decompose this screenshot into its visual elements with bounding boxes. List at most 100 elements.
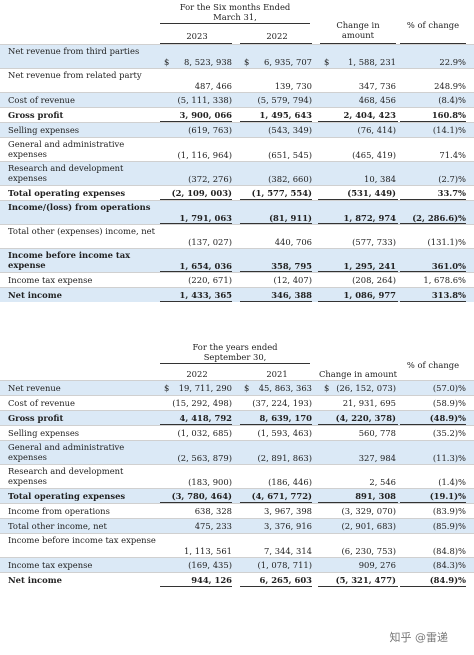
value-current: 1, 791, 063 <box>179 213 232 223</box>
value-pct-change: (19.1)% <box>429 491 466 501</box>
value-current: 475, 233 <box>194 521 232 531</box>
pct-header: % of change <box>406 20 460 30</box>
table-row: Total operating expenses (3, 780, 464) (4,… <box>0 488 474 503</box>
value-prior: 6, 265, 603 <box>259 575 312 585</box>
row-label: Net income <box>8 290 62 300</box>
table-row: Net income 944, 126 6, 265, 603 (5, 321, 47… <box>0 572 474 587</box>
value-current: 487, 466 <box>194 81 232 91</box>
value-prior: 1, 495, 643 <box>259 110 312 120</box>
value-change: 2, 404, 423 <box>343 110 396 120</box>
value-current: (1, 116, 964) <box>177 150 232 160</box>
value-pct-change: (131.1)% <box>427 237 466 247</box>
value-current: 1, 113, 561 <box>184 546 232 556</box>
period-header: For the years ended <box>192 342 278 352</box>
value-change: 560, 778 <box>358 428 396 438</box>
value-current: (3, 780, 464) <box>171 491 232 501</box>
value-current: (1, 032, 685) <box>177 428 232 438</box>
table-row: Income tax expense (220, 671) (12, 407) (20… <box>0 272 474 287</box>
value-current: (183, 900) <box>188 477 232 487</box>
value-pct-change: 248.9% <box>434 81 466 91</box>
value-pct-change: 33.7% <box>437 188 466 198</box>
value-pct-change: (14.1)% <box>432 125 466 135</box>
value-pct-change: 1, 678.6% <box>423 275 466 285</box>
table-row: Cost of revenue (15, 292, 498) (37, 224, 1… <box>0 395 474 410</box>
value-pct-change: (2, 286.6)% <box>412 213 466 223</box>
change-header: Change in amount <box>318 369 398 379</box>
row-label: Gross profit <box>8 110 64 120</box>
value-change: 1, 086, 977 <box>343 290 396 300</box>
value-pct-change: (48.9)% <box>429 413 466 423</box>
value-pct-change: 22.9% <box>439 57 466 67</box>
value-change: 10, 384 <box>364 174 396 184</box>
value-current: 19, 711, 290 <box>178 383 232 393</box>
row-label: Income before income tax expense <box>8 250 131 270</box>
row-label: Net revenue from third parties <box>8 46 140 56</box>
fiscal-years-income-table: For the years ended September 30, % of c… <box>0 340 474 587</box>
value-pct-change: (83.9)% <box>432 506 466 516</box>
table-header: For the Six months Ended March 31, Chang… <box>0 0 474 44</box>
value-current: (137, 027) <box>188 237 232 247</box>
value-change: (577, 733) <box>352 237 396 247</box>
row-label: Net revenue from related party <box>8 70 142 80</box>
table-header: For the years ended September 30, % of c… <box>0 340 474 381</box>
table-row: Net revenue from related party 487, 466 13… <box>0 68 474 92</box>
value-pct-change: (58.9)% <box>432 398 466 408</box>
value-current: (619, 763) <box>188 125 232 135</box>
table-row: Total other (expenses) income, net (137, … <box>0 224 474 248</box>
value-current: 8, 523, 938 <box>184 57 232 67</box>
value-current: (15, 292, 498) <box>172 398 232 408</box>
value-change: (3, 329, 070) <box>341 506 396 516</box>
value-current: 4, 418, 792 <box>179 413 232 423</box>
row-label: Selling expenses <box>8 125 80 135</box>
value-prior: 346, 388 <box>271 290 312 300</box>
year-b-header: 2021 <box>266 369 288 379</box>
value-prior: (186, 446) <box>268 477 312 487</box>
value-pct-change: (85.9)% <box>432 521 466 531</box>
table-row: Income before income tax expense 1, 113, … <box>0 533 474 557</box>
value-current: 944, 126 <box>191 575 232 585</box>
row-label: Income tax expense <box>8 275 93 285</box>
value-pct-change: 361.0% <box>431 261 466 271</box>
value-prior: 3, 967, 398 <box>264 506 312 516</box>
value-current: (220, 671) <box>188 275 232 285</box>
table-row: Income/(loss) from operations 1, 791, 063… <box>0 200 474 224</box>
table-row: Gross profit 4, 418, 792 8, 639, 170 (4, 22… <box>0 410 474 425</box>
value-change: 1, 872, 974 <box>343 213 396 223</box>
row-label: General and administrative expenses <box>8 139 125 159</box>
value-prior: (4, 671, 772) <box>251 491 312 501</box>
value-pct-change: (1.4)% <box>438 477 466 487</box>
row-label: Income from operations <box>8 506 110 516</box>
value-pct-change: (84.9)% <box>429 575 466 585</box>
value-pct-change: (57.0)% <box>432 383 466 393</box>
value-current: 1, 654, 036 <box>179 261 232 271</box>
value-prior: (5, 579, 794) <box>257 95 312 105</box>
value-change: (208, 264) <box>352 275 396 285</box>
value-change: 1, 295, 241 <box>343 261 396 271</box>
value-change: 909, 276 <box>358 560 396 570</box>
row-label: Income tax expense <box>8 560 93 570</box>
value-pct-change: 313.8% <box>431 290 466 300</box>
value-prior: (12, 407) <box>273 275 312 285</box>
row-label: Total other income, net <box>8 521 107 531</box>
value-pct-change: (8.4)% <box>438 95 466 105</box>
year-b-header: 2022 <box>266 31 288 41</box>
change-header: Change in amount <box>336 20 380 40</box>
value-change: 347, 736 <box>358 81 396 91</box>
value-current: (2, 109, 003) <box>171 188 232 198</box>
value-current: 1, 433, 365 <box>179 290 232 300</box>
row-label: Total operating expenses <box>8 491 126 501</box>
value-change: 21, 931, 695 <box>342 398 396 408</box>
row-label: Selling expenses <box>8 428 80 438</box>
table-row: Income from operations 638, 328 3, 967, 39… <box>0 503 474 518</box>
six-months-income-table: For the Six months Ended March 31, Chang… <box>0 0 474 302</box>
value-prior: 7, 344, 314 <box>264 546 312 556</box>
pct-header: % of change <box>406 360 460 370</box>
value-change: (6, 230, 753) <box>341 546 396 556</box>
row-label: Net revenue <box>8 383 61 393</box>
row-label: Income/(loss) from operations <box>8 202 151 212</box>
row-label: Total operating expenses <box>8 188 126 198</box>
table-row: Net income 1, 433, 365 346, 388 1, 086, 977… <box>0 287 474 302</box>
value-pct-change: (84.3)% <box>432 560 466 570</box>
table-row: Total other income, net 475, 233 3, 376, 9… <box>0 518 474 533</box>
table-row: Income before income tax expense 1, 654, … <box>0 248 474 272</box>
